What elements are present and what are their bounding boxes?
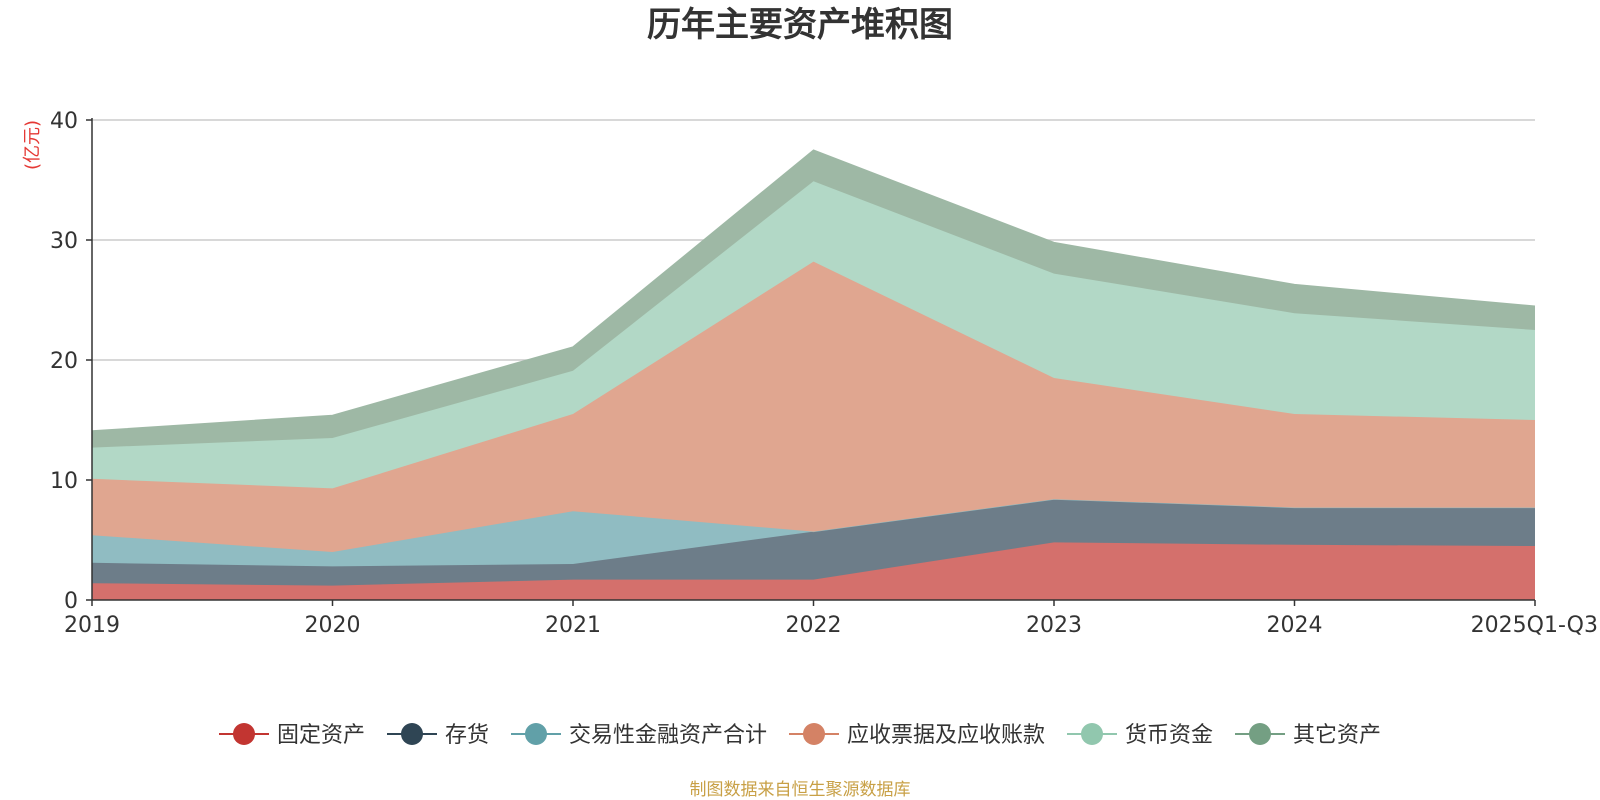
area-series-1[interactable] — [92, 542, 1535, 600]
area-series-2[interactable] — [92, 499, 1535, 586]
axes — [86, 118, 1536, 606]
area-series-6-edge — [91, 149, 1536, 432]
y-tick-label-0: 0 — [64, 589, 78, 614]
legend-label-2: 存货 — [445, 723, 489, 748]
legend-marker-5 — [1081, 723, 1103, 745]
y-tick-label-40: 40 — [50, 109, 78, 134]
x-tick-label-3: 2021 — [545, 613, 601, 638]
area-series-layer — [91, 149, 1536, 600]
x-tick-labels: 2019 2020 2021 2022 2023 2024 2025Q1-Q3 — [64, 613, 1598, 638]
x-tick-label-6: 2024 — [1267, 613, 1323, 638]
y-tick-label-30: 30 — [50, 229, 78, 254]
x-tick-label-5: 2023 — [1026, 613, 1082, 638]
y-tick-label-20: 20 — [50, 349, 78, 374]
legend-marker-2 — [401, 723, 423, 745]
x-tick-label-7: 2025Q1-Q3 — [1471, 613, 1598, 638]
legend-marker-4 — [803, 723, 825, 745]
legend-item-1[interactable]: 固定资产 — [219, 723, 365, 748]
legend-label-4: 应收票据及应收账款 — [847, 723, 1045, 748]
source-note: 制图数据来自恒生聚源数据库 — [690, 780, 911, 800]
x-tick-label-2: 2020 — [305, 613, 361, 638]
chart-title: 历年主要资产堆积图 — [647, 5, 953, 45]
area-series-3[interactable] — [92, 499, 1535, 567]
y-tick-label-10: 10 — [50, 469, 78, 494]
area-series-4[interactable] — [92, 261, 1535, 552]
legend-label-6: 其它资产 — [1293, 723, 1381, 748]
y-tick-labels: 0 10 20 30 40 — [50, 109, 78, 614]
legend-label-3: 交易性金融资产合计 — [569, 723, 767, 748]
legend-marker-1 — [233, 723, 255, 745]
legend-item-4[interactable]: 应收票据及应收账款 — [789, 723, 1045, 748]
area-series-5[interactable] — [92, 181, 1535, 489]
legend-label-1: 固定资产 — [277, 723, 365, 748]
legend-item-3[interactable]: 交易性金融资产合计 — [511, 723, 767, 748]
x-tick-label-1: 2019 — [64, 613, 120, 638]
y-axis-unit-label: (亿元) — [22, 120, 43, 170]
legend[interactable]: 固定资产 存货 交易性金融资产合计 应收票据及应收账款 货币资金 其它资产 — [219, 723, 1381, 748]
legend-item-6[interactable]: 其它资产 — [1235, 723, 1381, 748]
x-tick-label-4: 2022 — [786, 613, 842, 638]
area-series-6[interactable] — [92, 150, 1535, 448]
legend-marker-3 — [525, 723, 547, 745]
legend-marker-6 — [1249, 723, 1271, 745]
legend-item-2[interactable]: 存货 — [387, 723, 489, 748]
legend-item-5[interactable]: 货币资金 — [1067, 723, 1213, 748]
legend-label-5: 货币资金 — [1125, 723, 1213, 748]
